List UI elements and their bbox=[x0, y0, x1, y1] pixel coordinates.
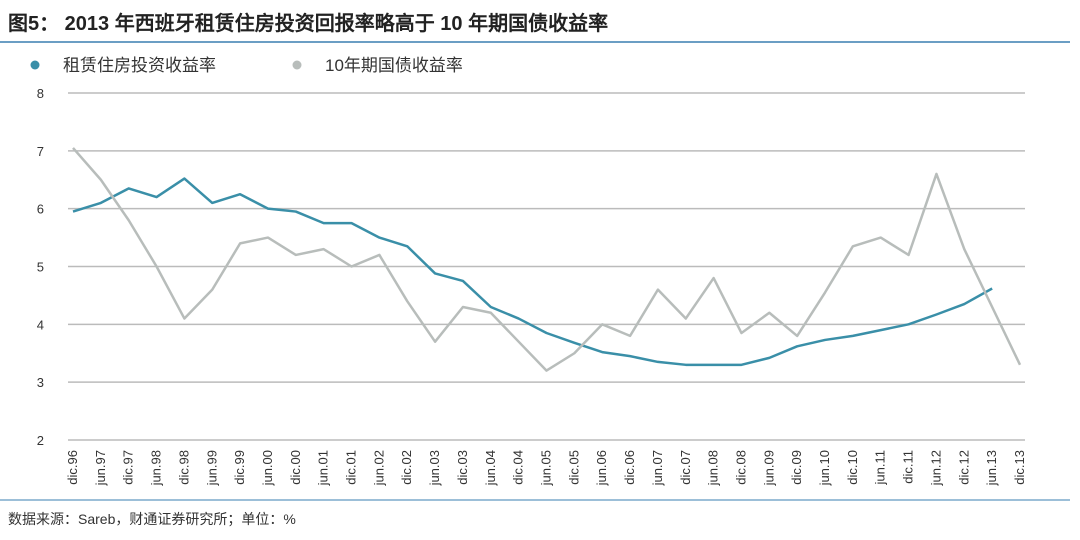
legend-marker bbox=[292, 60, 302, 70]
x-tick-label: dic.12 bbox=[956, 450, 971, 485]
x-tick-label: dic.13 bbox=[1012, 450, 1027, 485]
series-line bbox=[72, 147, 1022, 372]
x-tick-label: dic.04 bbox=[511, 450, 526, 485]
series-line bbox=[72, 177, 993, 367]
x-tick-label: jun.06 bbox=[594, 450, 609, 486]
x-tick-label: jun.02 bbox=[371, 450, 386, 486]
x-tick-label: dic.07 bbox=[678, 450, 693, 485]
x-tick-label: jun.04 bbox=[483, 450, 498, 486]
x-tick-label: jun.13 bbox=[984, 450, 999, 486]
y-tick-label: 7 bbox=[37, 144, 44, 159]
x-tick-label: dic.96 bbox=[65, 450, 80, 485]
x-tick-label: jun.98 bbox=[149, 450, 164, 486]
legend-label: 租赁住房投资收益率 bbox=[63, 56, 216, 75]
source: 数据来源：Sareb，财通证券研究所；单位：% bbox=[8, 511, 296, 528]
x-tick-label: jun.01 bbox=[316, 450, 331, 486]
x-tick-label: jun.99 bbox=[204, 450, 219, 486]
x-tick-label: jun.07 bbox=[650, 450, 665, 486]
x-tick-label: dic.06 bbox=[622, 450, 637, 485]
x-tick-label: jun.11 bbox=[873, 450, 888, 485]
x-tick-label: dic.97 bbox=[121, 450, 136, 485]
x-tick-label: jun.08 bbox=[706, 450, 721, 486]
x-tick-label: dic.09 bbox=[789, 450, 804, 485]
x-tick-label: dic.02 bbox=[399, 450, 414, 485]
y-tick-label: 2 bbox=[37, 433, 44, 448]
y-tick-label: 8 bbox=[37, 86, 44, 101]
chart-title: 图5： 2013 年西班牙租赁住房投资回报率略高于 10 年期国债收益率 bbox=[8, 11, 608, 35]
x-tick-label: dic.00 bbox=[288, 450, 303, 485]
x-tick-label: jun.00 bbox=[260, 450, 275, 486]
legend-marker bbox=[30, 60, 40, 70]
x-tick-label: jun.12 bbox=[928, 450, 943, 486]
x-tick-label: jun.05 bbox=[539, 450, 554, 486]
x-tick-label: dic.08 bbox=[733, 450, 748, 485]
x-tick-label: dic.05 bbox=[566, 450, 581, 485]
y-tick-label: 5 bbox=[37, 260, 44, 275]
x-tick-label: dic.99 bbox=[232, 450, 247, 485]
x-tick-label: dic.10 bbox=[845, 450, 860, 485]
x-tick-label: dic.03 bbox=[455, 450, 470, 485]
y-tick-label: 4 bbox=[37, 317, 44, 332]
x-tick-label: jun.09 bbox=[761, 450, 776, 486]
y-tick-label: 6 bbox=[37, 202, 44, 217]
x-tick-label: dic.01 bbox=[344, 450, 359, 485]
legend-label: 10年期国债收益率 bbox=[325, 56, 463, 75]
x-tick-label: jun.10 bbox=[817, 450, 832, 486]
x-tick-label: jun.03 bbox=[427, 450, 442, 486]
x-tick-label: dic.11 bbox=[901, 450, 916, 484]
x-tick-label: jun.97 bbox=[93, 450, 108, 486]
y-tick-label: 3 bbox=[37, 375, 44, 390]
x-tick-label: dic.98 bbox=[176, 450, 191, 485]
